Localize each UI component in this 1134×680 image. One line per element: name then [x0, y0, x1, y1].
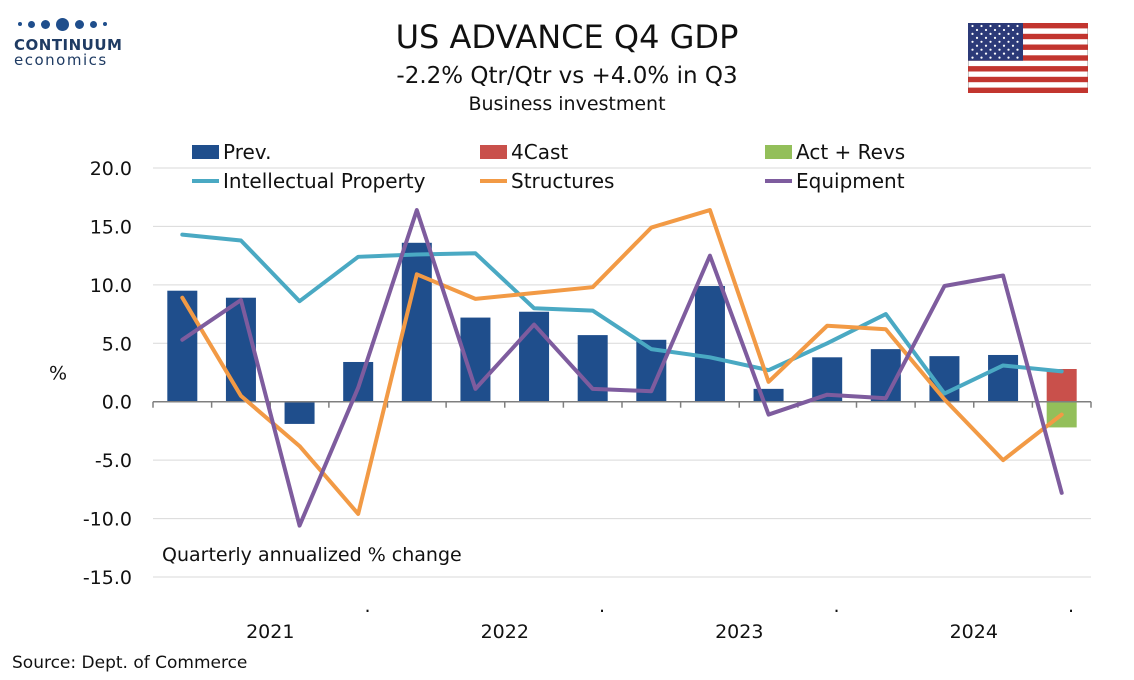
flag-star — [984, 52, 988, 55]
flag-star — [989, 40, 992, 43]
y-tick-label: 0.0 — [102, 392, 132, 414]
flag-star — [1016, 24, 1019, 28]
flag-star — [1007, 40, 1010, 43]
bar-prev — [694, 286, 725, 402]
legend-label: Structures — [511, 169, 614, 193]
flag-star — [998, 32, 1001, 35]
flag-star — [1002, 44, 1006, 47]
flag-star — [984, 44, 988, 47]
flag-star — [984, 36, 988, 39]
series-line-equipment — [180, 208, 1064, 528]
series-line-structures — [180, 208, 1064, 516]
flag-star — [984, 28, 988, 32]
flag-star — [980, 40, 983, 43]
flag-star — [1002, 36, 1006, 39]
flag-star — [989, 48, 992, 51]
flag-star — [1007, 24, 1010, 28]
x-year-label: 2024 — [950, 621, 998, 643]
logo-name: CONTINUUM — [14, 36, 123, 54]
legend-label: Equipment — [796, 169, 905, 193]
flag-star — [975, 44, 979, 47]
legend-swatch — [480, 145, 507, 159]
bar-prev — [225, 297, 256, 402]
y-tick-label: 20.0 — [90, 158, 132, 180]
bar-forecast — [1046, 368, 1077, 402]
y-tick-label: 15.0 — [90, 216, 132, 238]
flag-star — [989, 56, 992, 59]
flag-star — [1007, 32, 1010, 35]
flag-star — [989, 24, 992, 28]
flag-star — [993, 36, 997, 39]
bar-prev — [577, 335, 608, 402]
x-year-separator: . — [1068, 595, 1074, 617]
us-flag-icon — [968, 23, 1088, 93]
flag-star — [1007, 56, 1010, 59]
flag-star — [1002, 52, 1006, 55]
x-year-separator: . — [364, 595, 370, 617]
logo-sub: economics — [14, 51, 108, 69]
bar-prev — [167, 290, 198, 402]
legend-label: Prev. — [223, 140, 271, 164]
flag-star — [980, 24, 983, 28]
legend-label: 4Cast — [511, 140, 568, 164]
flag-star — [1016, 48, 1019, 51]
flag-star — [1011, 52, 1015, 55]
x-year-label: 2022 — [481, 621, 529, 643]
flag-star — [971, 24, 974, 28]
y-tick-label: -10.0 — [83, 509, 132, 531]
y-tick-label: 5.0 — [102, 333, 132, 355]
bar-prev — [988, 354, 1019, 402]
flag-star — [971, 40, 974, 43]
chart-title: US ADVANCE Q4 GDP — [395, 18, 739, 56]
flag-star — [1016, 56, 1019, 59]
flag-star — [971, 48, 974, 51]
flag-star — [1002, 28, 1006, 32]
chart-subtitle-2: Business investment — [468, 93, 666, 115]
flag-star — [989, 32, 992, 35]
bar-prev — [284, 401, 315, 424]
x-year-label: 2023 — [715, 621, 763, 643]
flag-star — [975, 28, 979, 32]
y-tick-label: -5.0 — [95, 450, 132, 472]
flag-star — [1016, 32, 1019, 35]
legend-label: Intellectual Property — [223, 169, 426, 193]
chart-subtitle: -2.2% Qtr/Qtr vs +4.0% in Q3 — [396, 63, 738, 89]
flag-star — [975, 36, 979, 39]
source-note: Source: Dept. of Commerce — [12, 653, 248, 673]
legend-swatch — [765, 145, 792, 159]
x-year-label: 2021 — [246, 621, 294, 643]
flag-star — [998, 56, 1001, 59]
series-line-intellectual-property — [180, 232, 1064, 396]
legend-label: Act + Revs — [796, 140, 905, 164]
flag-star — [998, 40, 1001, 43]
continuum-logo: CONTINUUM economics — [14, 14, 134, 69]
flag-star — [998, 24, 1001, 28]
logo-dots-icon — [18, 14, 134, 34]
flag-star — [998, 48, 1001, 51]
legend-swatch — [192, 145, 219, 159]
flag-star — [1016, 40, 1019, 43]
y-tick-label: 10.0 — [90, 275, 132, 297]
flag-star — [980, 48, 983, 51]
x-year-separator: . — [599, 595, 605, 617]
flag-star — [1011, 36, 1015, 39]
x-year-separator: . — [833, 595, 839, 617]
chart-annotation: Quarterly annualized % change — [162, 544, 462, 566]
flag-star — [975, 52, 979, 55]
flag-star — [1011, 44, 1015, 47]
flag-star — [980, 32, 983, 35]
flag-star — [971, 32, 974, 35]
flag-star — [980, 56, 983, 59]
flag-star — [971, 56, 974, 59]
flag-star — [1007, 48, 1010, 51]
y-axis-label: % — [49, 363, 67, 385]
flag-star — [993, 44, 997, 47]
flag-star — [1011, 28, 1015, 32]
flag-star — [993, 52, 997, 55]
y-tick-label: -15.0 — [83, 567, 132, 589]
flag-star — [993, 28, 997, 32]
